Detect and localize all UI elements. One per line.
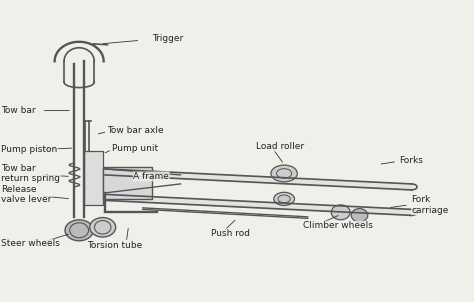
Ellipse shape (65, 220, 93, 241)
Text: Climber wheels: Climber wheels (303, 221, 373, 230)
Text: Torsion tube: Torsion tube (87, 241, 142, 250)
Polygon shape (103, 167, 152, 199)
Text: Load roller: Load roller (256, 142, 304, 151)
Text: A frame: A frame (133, 172, 169, 181)
Text: Tow bar axle: Tow bar axle (108, 126, 164, 135)
Text: Trigger: Trigger (152, 34, 183, 43)
Text: Steer wheels: Steer wheels (1, 239, 60, 248)
Text: Forks: Forks (400, 156, 423, 165)
Polygon shape (84, 151, 103, 205)
Ellipse shape (351, 209, 368, 222)
Text: Release
valve lever: Release valve lever (1, 185, 52, 204)
Text: Pump unit: Pump unit (112, 143, 158, 153)
Circle shape (271, 165, 297, 182)
Text: Tow bar
return spring: Tow bar return spring (1, 164, 60, 183)
Ellipse shape (331, 205, 350, 220)
Text: Fork
carriage: Fork carriage (411, 195, 449, 214)
Text: Tow bar: Tow bar (1, 106, 36, 115)
Ellipse shape (90, 217, 116, 237)
Text: Pump piston: Pump piston (1, 145, 58, 154)
Circle shape (274, 192, 294, 205)
Text: Push rod: Push rod (211, 229, 250, 238)
